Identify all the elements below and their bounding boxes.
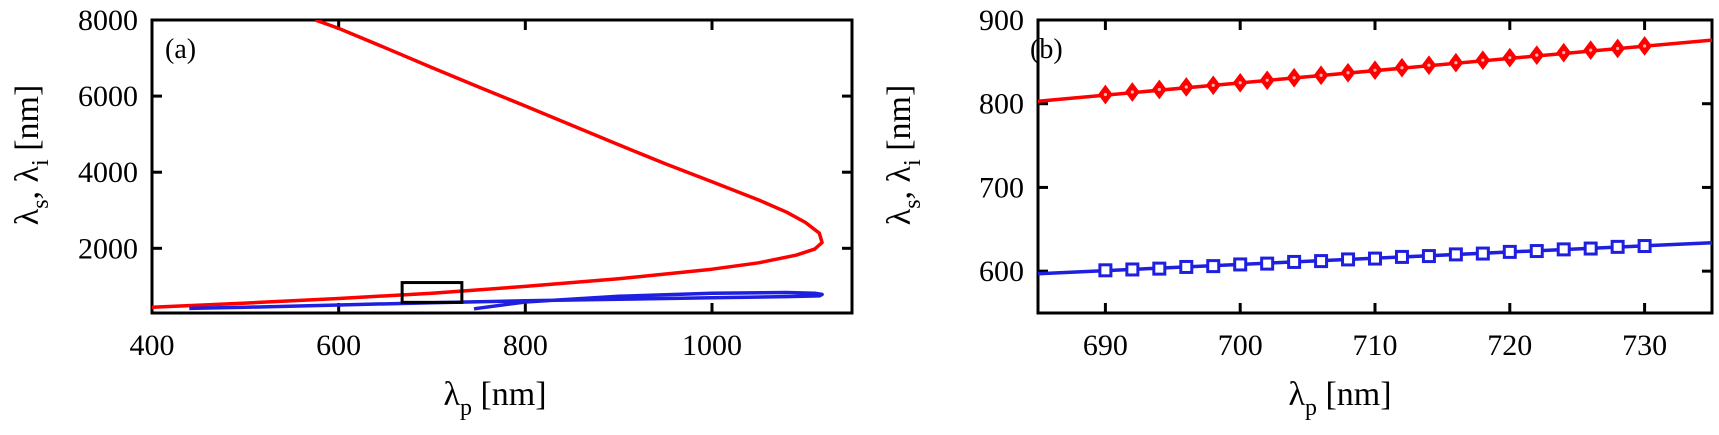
data-point-square [1448, 247, 1463, 262]
data-point-square [1314, 254, 1329, 269]
data-point-center [1454, 61, 1458, 65]
data-point-center [1535, 53, 1539, 57]
data-point-center [1346, 71, 1350, 75]
data-point-center [1589, 48, 1593, 52]
zoom-region-box [400, 281, 464, 304]
panel-frame [150, 18, 854, 315]
data-point-square [1287, 254, 1302, 269]
y-tick-label: 700 [979, 171, 1024, 204]
data-point-center [1643, 44, 1647, 48]
panel-b-plot-area: 690 700 710 720 730 600 700 800 900 [979, 4, 1714, 362]
panel-b-y-axis-label: λs, λi [nm] [881, 85, 926, 226]
data-point-center [1184, 85, 1188, 89]
data-point-square [1233, 257, 1248, 272]
data-point-center [1103, 92, 1107, 97]
panel-b-label: (b) [1030, 34, 1063, 65]
series-1-line [189, 290, 824, 311]
data-point-center [1130, 90, 1134, 94]
x-tick-label: 800 [503, 329, 548, 362]
data-point-square [1637, 239, 1652, 254]
panel-a-plot-area: 400 600 800 1000 2000 4000 6000 8000 [78, 4, 854, 362]
data-point-square [1502, 244, 1517, 259]
data-point-center [1292, 76, 1296, 80]
y-tick-label: 600 [979, 255, 1024, 288]
y-tick-label: 8000 [78, 4, 138, 37]
panel-a-chart: 400 600 800 1000 2000 4000 6000 8000 (a) λp [nm… [9, 4, 854, 421]
y-tick-label: 800 [979, 88, 1024, 121]
data-point-center [1373, 68, 1377, 72]
data-point-square [1341, 252, 1356, 267]
data-point-square [1610, 239, 1625, 254]
x-tick-label: 710 [1353, 329, 1398, 362]
x-tick-label: 400 [130, 329, 175, 362]
data-point-square [1260, 256, 1275, 271]
data-point-square [1394, 249, 1409, 264]
series-0-line [152, 20, 824, 310]
y-tick-label: 900 [979, 4, 1024, 37]
panel-a-y-axis-label: λs, λi [nm] [9, 85, 54, 226]
data-point-square [1529, 244, 1544, 259]
x-tick-label: 730 [1622, 329, 1667, 362]
data-point-square [1556, 242, 1571, 257]
data-point-center [1211, 83, 1215, 87]
data-point-square [1368, 251, 1382, 266]
data-point-center [1616, 46, 1620, 51]
data-point-center [1508, 56, 1512, 60]
data-point-center [1481, 58, 1485, 62]
x-tick-label: 600 [316, 329, 361, 362]
y-tick-label: 2000 [78, 232, 138, 265]
data-point-center [1400, 66, 1404, 70]
x-tick-label: 700 [1218, 329, 1263, 362]
data-point-square [1125, 262, 1140, 277]
data-point-square [1098, 263, 1113, 278]
panel-a-x-axis-label: λp [nm] [443, 376, 546, 421]
panel-b-x-axis-label: λp [nm] [1288, 376, 1391, 421]
data-point-center [1427, 63, 1431, 67]
x-tick-label: 1000 [682, 329, 742, 362]
panel-a-label: (a) [165, 34, 196, 65]
data-point-square [1421, 249, 1436, 264]
data-point-center [1157, 87, 1161, 92]
data-point-square [1583, 241, 1598, 256]
y-tick-label: 6000 [78, 80, 138, 113]
data-point-square [1152, 261, 1167, 276]
data-point-square [1206, 259, 1221, 274]
x-tick-label: 690 [1083, 329, 1128, 362]
data-layer [1038, 36, 1712, 278]
data-point-center [1265, 78, 1269, 82]
x-tick-label: 720 [1487, 329, 1532, 362]
data-point-square [1475, 246, 1490, 261]
data-point-center [1562, 51, 1566, 55]
data-point-center [1319, 73, 1323, 77]
data-point-square [1179, 259, 1194, 274]
data-point-center [1238, 81, 1242, 85]
data-layer [152, 20, 824, 311]
y-tick-label: 4000 [78, 156, 138, 189]
